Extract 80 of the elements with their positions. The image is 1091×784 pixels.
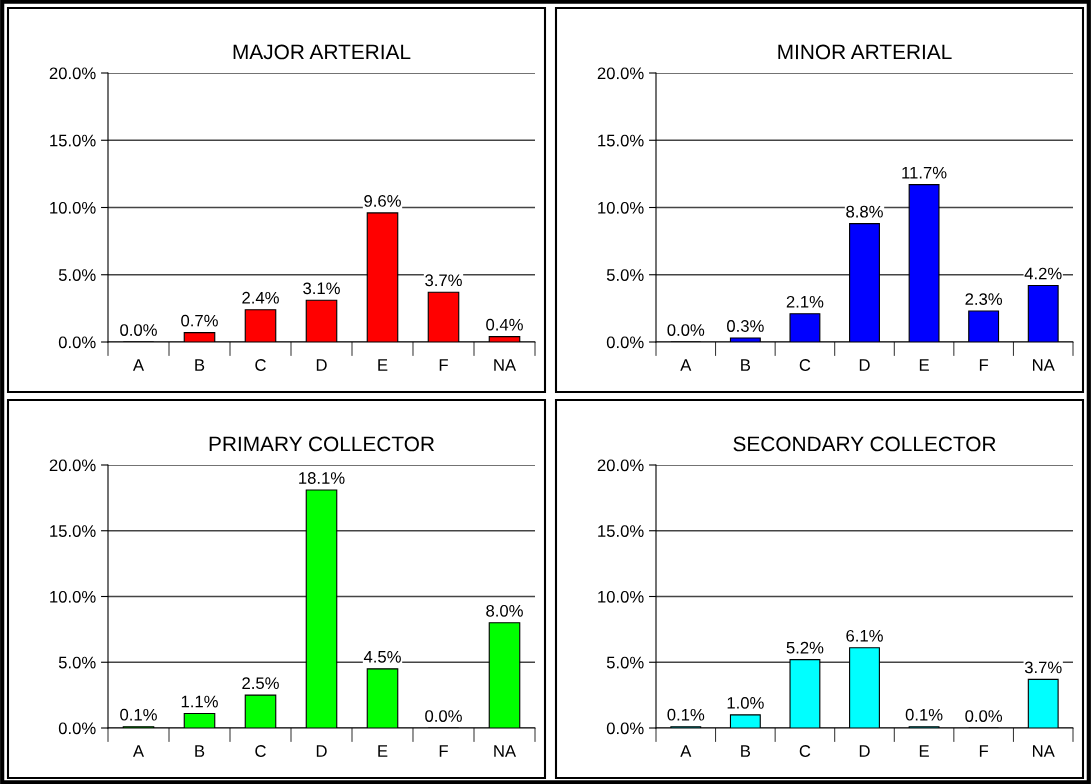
y-tick-label: 5.0% bbox=[606, 269, 644, 281]
data-label: 1.1% bbox=[181, 695, 218, 708]
x-tick-label: D bbox=[859, 359, 870, 371]
x-tick-label: D bbox=[316, 745, 327, 757]
data-label: 0.1% bbox=[120, 708, 157, 721]
y-tick-label: 10.0% bbox=[50, 201, 96, 214]
x-tick-label: F bbox=[979, 359, 989, 371]
y-tick-label: 15.0% bbox=[598, 134, 644, 147]
x-tick-label: C bbox=[799, 745, 811, 757]
x-tick-label: B bbox=[741, 745, 751, 757]
data-label: 0.0% bbox=[965, 710, 1003, 722]
x-tick-label: E bbox=[378, 745, 388, 757]
chart-title: MAJOR ARTERIAL bbox=[233, 44, 411, 60]
y-tick-label: 10.0% bbox=[50, 590, 96, 603]
x-tick-label: F bbox=[439, 359, 448, 371]
x-tick-label: A bbox=[132, 359, 145, 371]
y-tick-label: 10.0% bbox=[598, 590, 644, 603]
x-tick-label: D bbox=[316, 359, 327, 371]
y-tick-label: 0.0% bbox=[606, 722, 644, 735]
x-tick-label: F bbox=[979, 745, 989, 757]
y-tick-label: 20.0% bbox=[49, 67, 96, 80]
x-tick-label: C bbox=[255, 359, 266, 371]
data-label: 2.3% bbox=[965, 293, 1003, 305]
data-label: 4.5% bbox=[363, 651, 401, 663]
data-label: 11.7% bbox=[902, 166, 947, 179]
data-label: 8.0% bbox=[486, 604, 523, 617]
data-label: 0.0% bbox=[425, 710, 462, 722]
data-label: 3.7% bbox=[425, 274, 462, 287]
x-tick-label: E bbox=[919, 359, 929, 371]
y-tick-label: 20.0% bbox=[597, 67, 644, 80]
chart-title: SECONDARY COLLECTOR bbox=[733, 436, 996, 452]
chart-title: PRIMARY COLLECTOR bbox=[209, 436, 435, 452]
x-tick-label: NA bbox=[1033, 745, 1055, 757]
x-tick-label: E bbox=[378, 359, 388, 371]
x-tick-label: F bbox=[439, 745, 448, 757]
data-label: 8.8% bbox=[846, 205, 883, 218]
x-tick-label: E bbox=[919, 745, 929, 757]
x-tick-label: A bbox=[132, 745, 145, 757]
y-tick-label: 10.0% bbox=[598, 201, 644, 214]
x-tick-label: A bbox=[680, 359, 692, 371]
x-tick-label: D bbox=[859, 745, 870, 757]
data-label: 0.3% bbox=[727, 320, 764, 332]
data-label: 1.0% bbox=[727, 696, 764, 709]
x-tick-label: NA bbox=[494, 745, 517, 757]
data-label: 18.1% bbox=[299, 472, 345, 484]
data-label: 3.1% bbox=[303, 282, 340, 295]
y-tick-label: 5.0% bbox=[58, 269, 96, 281]
data-label: 0.1% bbox=[667, 708, 705, 721]
data-label: 0.4% bbox=[486, 318, 523, 331]
y-tick-label: 5.0% bbox=[606, 656, 644, 669]
data-label: 2.1% bbox=[786, 295, 824, 308]
data-label: 4.2% bbox=[1024, 267, 1062, 280]
data-label: 0.0% bbox=[120, 324, 157, 336]
chart-title: MINOR ARTERIAL bbox=[778, 44, 952, 60]
x-tick-label: C bbox=[255, 745, 266, 757]
x-tick-label: NA bbox=[1033, 359, 1055, 371]
x-tick-label: B bbox=[741, 359, 751, 371]
data-label: 6.1% bbox=[846, 629, 883, 642]
y-tick-label: 15.0% bbox=[50, 134, 96, 147]
data-label: 0.1% bbox=[905, 708, 943, 721]
x-tick-label: A bbox=[680, 745, 692, 757]
y-tick-label: 15.0% bbox=[50, 525, 96, 537]
y-tick-label: 0.0% bbox=[58, 336, 96, 349]
y-tick-label: 20.0% bbox=[597, 459, 644, 472]
data-label: 9.6% bbox=[364, 195, 401, 207]
y-tick-label: 0.0% bbox=[606, 336, 644, 349]
data-label: 2.4% bbox=[242, 291, 279, 304]
y-tick-label: 0.0% bbox=[58, 722, 96, 735]
y-tick-label: 5.0% bbox=[58, 656, 96, 669]
x-tick-label: NA bbox=[494, 359, 517, 371]
y-tick-label: 20.0% bbox=[49, 459, 96, 472]
x-tick-label: B bbox=[195, 745, 205, 757]
data-label: 3.7% bbox=[1024, 661, 1062, 674]
data-label: 0.7% bbox=[181, 314, 218, 327]
data-label: 0.0% bbox=[667, 324, 705, 336]
y-tick-label: 15.0% bbox=[598, 525, 644, 537]
data-label: 2.5% bbox=[242, 677, 279, 690]
data-label: 5.2% bbox=[786, 641, 824, 654]
x-tick-label: B bbox=[195, 359, 205, 371]
x-tick-label: C bbox=[799, 359, 811, 371]
